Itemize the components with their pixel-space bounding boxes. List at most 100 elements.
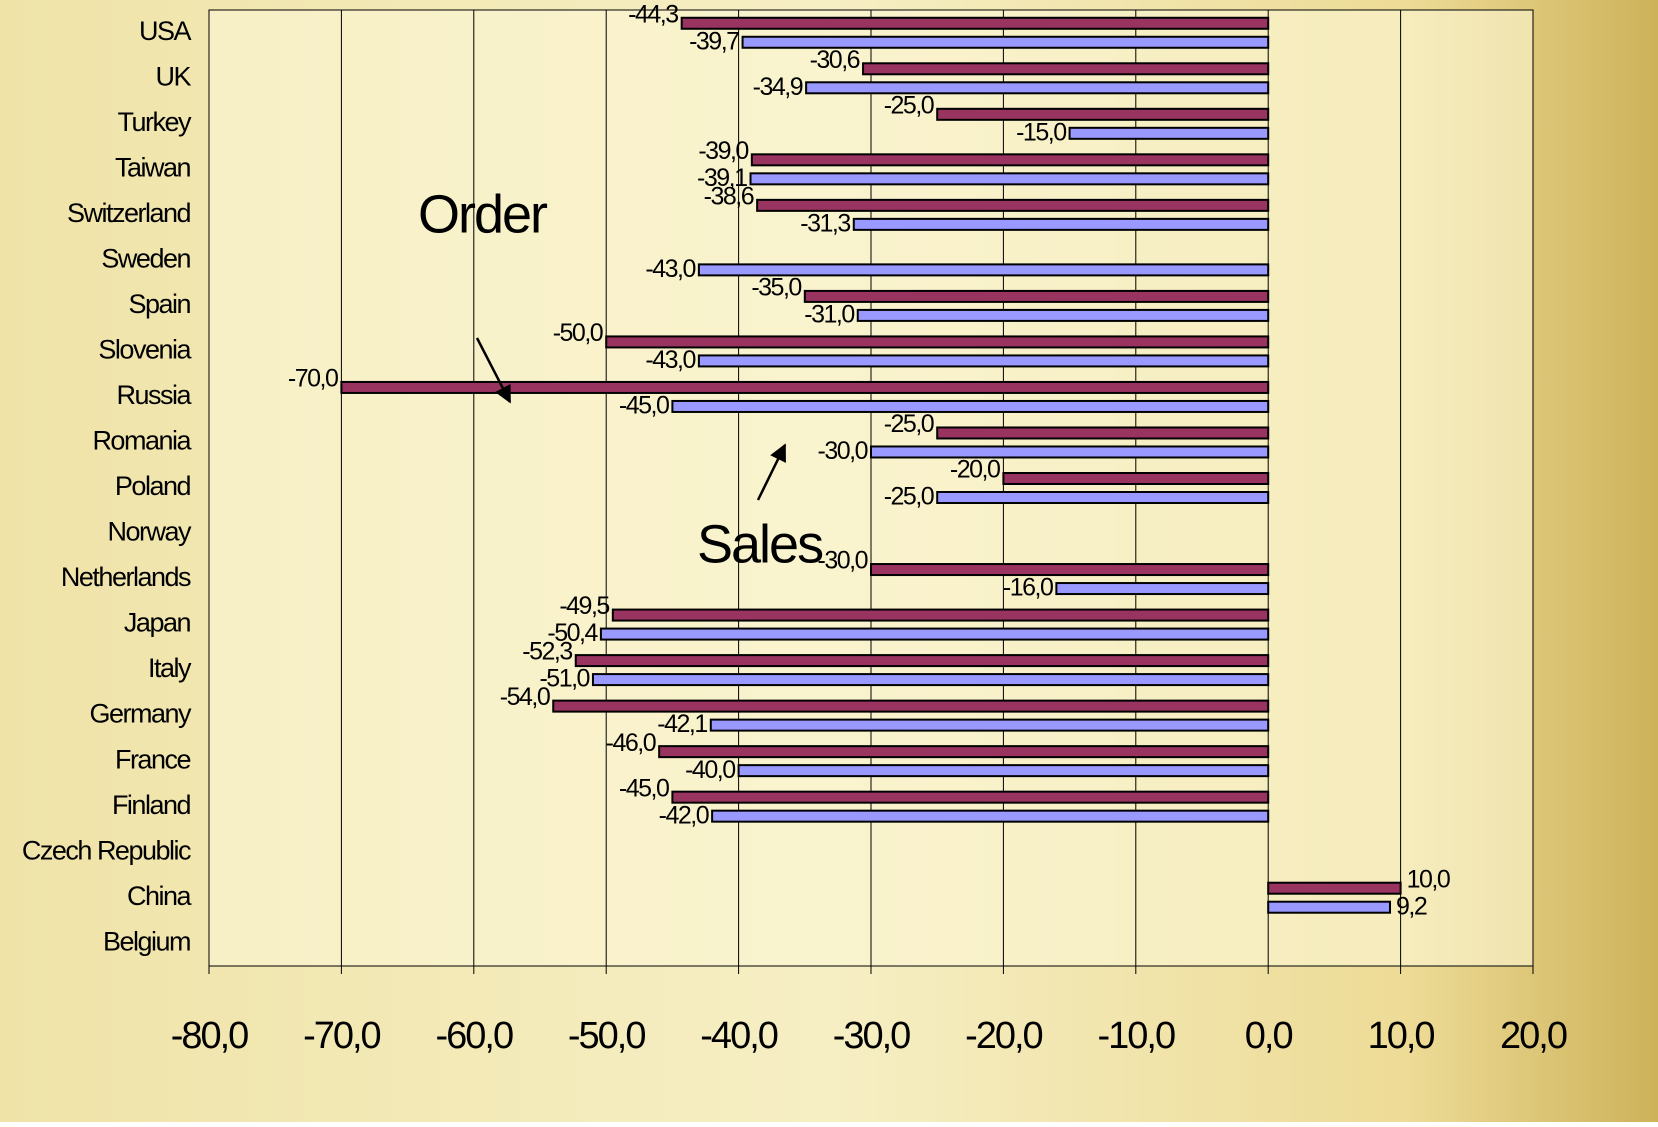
category-label: Spain [128,289,190,319]
bar [599,627,1270,641]
category-label: Turkey [117,107,192,137]
bar [1267,881,1402,895]
value-label: -38,6 [704,182,754,210]
category-label: Slovenia [98,335,192,365]
bar [737,764,1270,778]
value-label: -45,0 [619,774,669,802]
category-label: Czech Republic [22,835,191,865]
category-label: Belgium [103,926,190,956]
bar [803,289,1270,303]
value-label: -39,0 [698,137,748,165]
bar [1068,126,1270,140]
category-label: Russia [116,380,192,410]
x-tick-label: -30,0 [833,1015,910,1057]
x-tick-label: -20,0 [965,1015,1042,1057]
value-label: -15,0 [1016,118,1066,146]
bar [658,745,1270,759]
value-label: -50,0 [553,319,603,347]
x-tick-label: 20,0 [1500,1015,1567,1057]
value-label: -40,0 [685,756,735,784]
x-tick-label: -50,0 [568,1015,645,1057]
category-label: Finland [112,790,191,820]
order-annotation: Order [418,184,548,244]
category-label: USA [139,16,192,46]
bar [862,62,1270,76]
category-label: Sweden [101,244,190,274]
bar [697,263,1270,277]
bar [340,380,1270,394]
value-label: -43,0 [645,346,695,374]
value-label: -54,0 [500,683,550,711]
category-label: Switzerland [67,198,191,228]
value-label: 10,0 [1407,865,1450,893]
category-label: Romania [92,426,192,456]
value-label: -30,0 [818,437,868,465]
value-label: -25,0 [884,91,934,119]
bar [741,35,1270,49]
category-label: France [115,744,191,774]
category-label: Germany [89,699,192,729]
order-arrow [475,337,512,404]
bar [591,673,1270,687]
value-label: -39,1 [697,164,747,192]
bar [870,563,1270,577]
bar [936,426,1270,440]
value-label: -44,3 [628,0,678,28]
bar [605,335,1270,349]
value-label: -25,0 [884,410,934,438]
category-label: Japan [124,608,191,638]
category-label: UK [155,61,191,91]
bar [852,217,1270,231]
bar [805,81,1270,95]
sales-arrow [756,443,787,501]
x-tick-label: -80,0 [171,1015,248,1057]
bar [749,172,1270,186]
bar [756,198,1270,212]
category-label: Italy [148,653,192,683]
value-label: -45,0 [619,392,669,420]
value-label: -30,0 [818,547,868,575]
bar [936,491,1270,504]
value-label: -16,0 [1003,574,1053,602]
value-label: -49,5 [559,592,609,620]
category-label: Norway [107,517,192,547]
bar [680,16,1270,30]
bar [671,399,1270,413]
value-label: -51,0 [539,665,589,693]
x-tick-label: 10,0 [1368,1015,1435,1057]
x-tick-label: -40,0 [700,1015,777,1057]
bar [709,718,1270,732]
value-label: -43,0 [645,255,695,283]
bar [611,608,1270,622]
bar [870,445,1270,459]
value-label: -52,3 [522,638,572,666]
bar [552,699,1270,713]
value-label: 9,2 [1396,892,1427,920]
bar [1055,582,1270,596]
value-label: -20,0 [950,456,1000,484]
value-label: -25,0 [884,483,934,511]
bar [936,107,1270,121]
bar [750,153,1270,167]
x-tick-label: -70,0 [303,1015,380,1057]
sales-annotation: Sales [697,514,823,574]
value-label: -39,7 [689,27,739,55]
value-label: -46,0 [606,729,656,757]
category-label: Poland [115,471,191,501]
x-tick-label: -60,0 [435,1015,512,1057]
value-label: -70,0 [288,365,338,393]
category-label: China [127,881,193,911]
value-label: -30,6 [810,46,860,74]
bar [856,308,1270,322]
value-label: -50,4 [547,619,598,647]
bar [697,354,1270,368]
value-label: -42,0 [659,801,709,829]
x-tick-label: -10,0 [1097,1015,1174,1057]
bar [574,654,1270,668]
x-tick-label: 0,0 [1245,1015,1293,1057]
value-label: -31,0 [804,301,854,329]
bar [1267,900,1392,914]
category-label: Taiwan [115,152,191,182]
